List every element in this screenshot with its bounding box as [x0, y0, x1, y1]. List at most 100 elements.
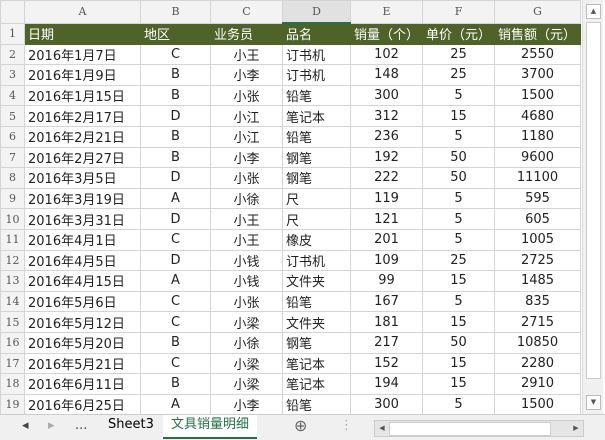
cell[interactable]: B: [140, 373, 211, 395]
cell[interactable]: 2016年3月31日: [24, 208, 141, 230]
column-header-f[interactable]: F: [422, 0, 496, 24]
cell[interactable]: 文件夹: [282, 270, 351, 292]
cell[interactable]: D: [140, 167, 211, 189]
cell[interactable]: C: [140, 352, 211, 375]
row-header[interactable]: 14: [0, 290, 25, 313]
cell[interactable]: 2016年1月9日: [24, 64, 141, 86]
cell[interactable]: 小李: [210, 146, 283, 169]
cell[interactable]: 订书机: [282, 43, 351, 66]
cell[interactable]: 300: [349, 84, 424, 107]
cell[interactable]: 笔记本: [282, 352, 351, 375]
cell[interactable]: 192: [349, 146, 424, 169]
row-header[interactable]: 7: [0, 146, 25, 169]
row-header[interactable]: 12: [0, 249, 25, 272]
prev-sheet-icon[interactable]: ◂: [22, 418, 29, 433]
cell[interactable]: 11100: [494, 167, 582, 189]
cell[interactable]: 铅笔: [282, 290, 351, 313]
header-cell[interactable]: 地区: [140, 22, 211, 45]
cell[interactable]: 小王: [210, 228, 283, 251]
cell[interactable]: 835: [494, 290, 582, 313]
cell[interactable]: 9600: [494, 146, 582, 169]
select-all-corner[interactable]: [0, 0, 25, 24]
cell[interactable]: 50: [422, 167, 496, 189]
scroll-left-icon[interactable]: ◀: [379, 424, 385, 432]
cell[interactable]: 300: [349, 393, 424, 414]
cell[interactable]: 2715: [494, 311, 582, 333]
cell[interactable]: 1485: [494, 270, 582, 292]
header-cell[interactable]: 品名: [282, 22, 351, 45]
vertical-scrollbar[interactable]: ▲ ▼: [582, 0, 603, 414]
cell[interactable]: 小江: [210, 125, 283, 148]
cell[interactable]: 10850: [494, 331, 582, 354]
cell[interactable]: 15: [422, 270, 496, 292]
cell[interactable]: 2016年5月21日: [24, 352, 141, 375]
cell[interactable]: 小梁: [210, 352, 283, 375]
cell[interactable]: 钢笔: [282, 167, 351, 189]
cell[interactable]: 2016年2月21日: [24, 125, 141, 148]
cell[interactable]: C: [140, 43, 211, 66]
header-cell[interactable]: 销量（个）: [349, 22, 424, 45]
cell[interactable]: 2016年6月11日: [24, 373, 141, 395]
cell[interactable]: 1005: [494, 228, 582, 251]
cell[interactable]: C: [140, 228, 211, 251]
cell[interactable]: 订书机: [282, 64, 351, 86]
cell[interactable]: 铅笔: [282, 393, 351, 414]
cell[interactable]: D: [140, 105, 211, 127]
cell[interactable]: 尺: [282, 208, 351, 230]
cell[interactable]: C: [140, 311, 211, 333]
cell[interactable]: 201: [349, 228, 424, 251]
column-header-c[interactable]: C: [210, 0, 283, 24]
cell[interactable]: D: [140, 208, 211, 230]
cell[interactable]: 2016年5月6日: [24, 290, 141, 313]
cell[interactable]: 15: [422, 352, 496, 375]
cell[interactable]: 小王: [210, 208, 283, 230]
cell[interactable]: 尺: [282, 187, 351, 210]
cell[interactable]: A: [140, 393, 211, 414]
add-sheet-icon[interactable]: ⊕: [294, 416, 308, 435]
cell[interactable]: 102: [349, 43, 424, 66]
cell[interactable]: 25: [422, 64, 496, 86]
cell[interactable]: 25: [422, 43, 496, 66]
cell[interactable]: 181: [349, 311, 424, 333]
cell[interactable]: 2016年6月25日: [24, 393, 141, 414]
cell[interactable]: B: [140, 125, 211, 148]
cell[interactable]: 2016年2月27日: [24, 146, 141, 169]
cell[interactable]: 铅笔: [282, 125, 351, 148]
cell[interactable]: 1500: [494, 84, 582, 107]
row-header[interactable]: 16: [0, 331, 25, 354]
tab-stationery-sales[interactable]: 文具销量明细: [163, 415, 258, 439]
cell[interactable]: 25: [422, 249, 496, 272]
cell[interactable]: 148: [349, 64, 424, 86]
cell[interactable]: 2016年1月7日: [24, 43, 141, 66]
cell[interactable]: A: [140, 270, 211, 292]
cell[interactable]: 5: [422, 393, 496, 414]
more-sheets-button[interactable]: ...: [75, 418, 88, 433]
cell[interactable]: 121: [349, 208, 424, 230]
row-header[interactable]: 5: [0, 105, 25, 127]
cell[interactable]: 钢笔: [282, 331, 351, 354]
cell[interactable]: 钢笔: [282, 146, 351, 169]
cell[interactable]: 99: [349, 270, 424, 292]
cell[interactable]: 小张: [210, 167, 283, 189]
cell[interactable]: 15: [422, 373, 496, 395]
cell[interactable]: 小江: [210, 105, 283, 127]
column-header-e[interactable]: E: [349, 0, 424, 24]
cell[interactable]: 312: [349, 105, 424, 127]
cell[interactable]: 222: [349, 167, 424, 189]
splitter-handle[interactable]: ⋮: [340, 418, 353, 433]
cell[interactable]: B: [140, 84, 211, 107]
cell[interactable]: 119: [349, 187, 424, 210]
cell[interactable]: 笔记本: [282, 105, 351, 127]
row-header[interactable]: 2: [0, 43, 25, 66]
scroll-up-icon[interactable]: ▲: [586, 4, 601, 19]
vertical-scroll-thumb[interactable]: [586, 22, 601, 379]
row-header[interactable]: 15: [0, 311, 25, 333]
horizontal-scroll-thumb[interactable]: [389, 422, 551, 436]
cell[interactable]: 小徐: [210, 187, 283, 210]
cell[interactable]: 2016年3月19日: [24, 187, 141, 210]
header-cell[interactable]: 销售额（元）: [494, 22, 582, 45]
cell[interactable]: B: [140, 64, 211, 86]
cell[interactable]: 小梁: [210, 311, 283, 333]
cell[interactable]: 236: [349, 125, 424, 148]
